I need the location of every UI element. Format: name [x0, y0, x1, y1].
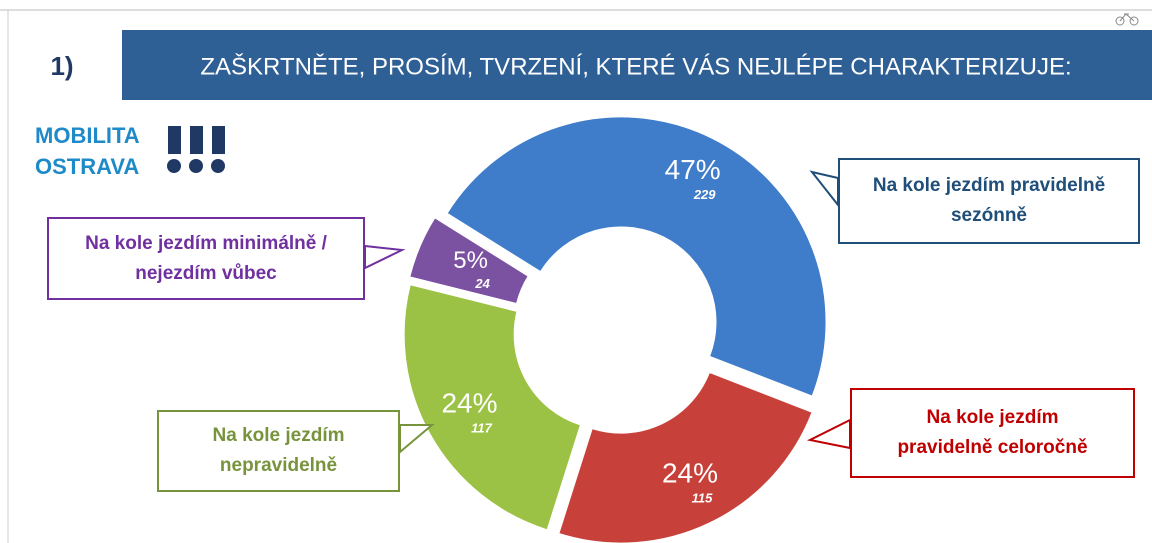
header-bar — [122, 30, 1152, 100]
category-callout: Na kole jezdím pravidelně celoročně — [850, 388, 1135, 478]
donut-segment — [409, 217, 529, 305]
callout-pointer — [364, 244, 406, 270]
question-number: 1) — [50, 51, 73, 81]
callout-pointer — [806, 418, 851, 450]
data-label: 24% — [662, 457, 718, 488]
count-label: 115 — [692, 490, 713, 505]
callout-pointer — [809, 170, 839, 208]
category-callout: Na kole jezdím pravidelně sezónně — [838, 158, 1140, 244]
logo-text: OSTRAVA — [35, 154, 139, 179]
category-callout: Na kole jezdím minimálně / nejezdím vůbe… — [47, 217, 365, 300]
count-label: 24 — [474, 276, 490, 291]
data-label: 47% — [665, 154, 721, 185]
bike-icon — [1115, 13, 1139, 26]
logo-text: MOBILITA — [35, 123, 140, 148]
callout-pointer — [399, 424, 435, 455]
count-label: 229 — [693, 187, 716, 202]
donut-segment — [446, 116, 827, 397]
donut-segment — [558, 371, 813, 543]
data-label: 24% — [441, 387, 497, 418]
donut-segment — [403, 284, 582, 531]
count-label: 117 — [471, 420, 492, 435]
chart-title: ZAŠKRTNĚTE, PROSÍM, TVRZENÍ, KTERÉ VÁS N… — [200, 52, 1071, 80]
category-callout: Na kole jezdím nepravidelně — [157, 410, 400, 492]
logo-mark — [167, 126, 225, 173]
data-label: 5% — [453, 247, 488, 274]
